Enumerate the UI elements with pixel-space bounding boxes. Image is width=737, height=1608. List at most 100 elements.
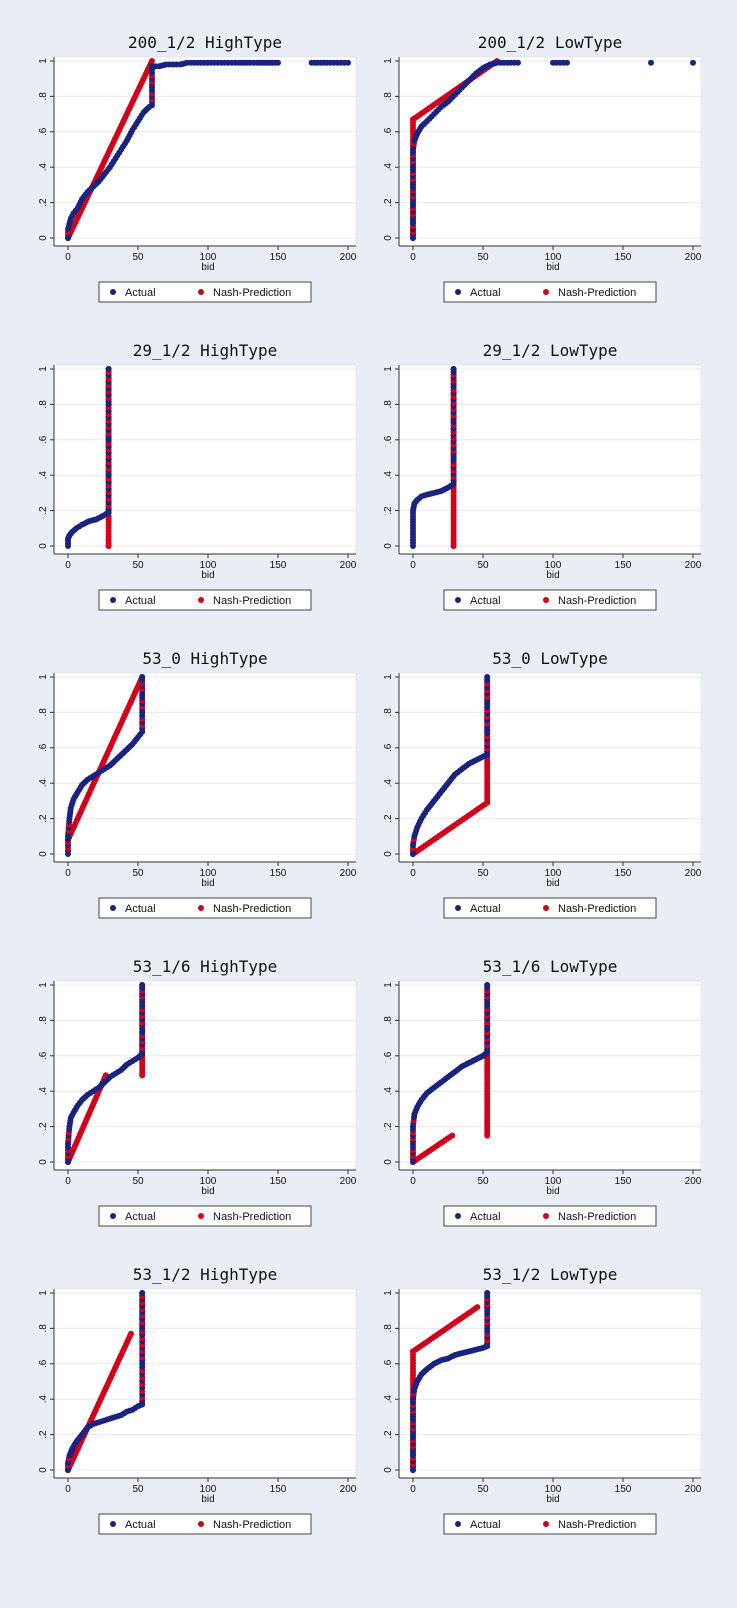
legend-marker <box>110 597 116 603</box>
plot-area <box>398 56 702 247</box>
x-tick-label: 150 <box>270 1176 287 1187</box>
legend-label: Actual <box>125 287 156 299</box>
x-tick-label: 100 <box>200 252 217 263</box>
y-tick-label: .6 <box>38 127 49 136</box>
legend-box <box>443 1205 657 1227</box>
series-point <box>484 1132 491 1139</box>
y-tick-label: .2 <box>383 506 394 515</box>
chart-title: 53_1/2 HighType <box>133 1265 278 1284</box>
x-tick-label: 150 <box>615 868 632 879</box>
x-tick-label: 200 <box>685 868 702 879</box>
y-tick-label: .2 <box>383 198 394 207</box>
series-point <box>345 59 351 66</box>
y-tick-label: 0 <box>38 1467 49 1473</box>
series-point <box>450 543 457 549</box>
x-tick-label: 200 <box>340 1176 357 1187</box>
chart-title: 200_1/2 HighType <box>128 33 282 52</box>
y-tick-label: .6 <box>383 743 394 752</box>
legend-label: Actual <box>125 1211 156 1223</box>
y-tick-label: 1 <box>383 982 394 988</box>
chart-panel: 0 50 100 150 200 0 .2 .4 .6 .8 1 bid 53_0 LowType Act… <box>383 649 702 919</box>
y-tick-label: .8 <box>38 1324 49 1333</box>
legend-marker <box>543 1213 549 1219</box>
x-tick-label: 50 <box>132 560 144 571</box>
series-point <box>139 982 146 988</box>
y-tick-label: .4 <box>383 1087 394 1096</box>
y-tick-label: .6 <box>383 127 394 136</box>
y-tick-label: .6 <box>38 743 49 752</box>
x-tick-label: 100 <box>545 1484 562 1495</box>
y-tick-label: .8 <box>38 400 49 409</box>
legend-marker <box>110 1213 116 1219</box>
legend: Actual Nash-Prediction <box>443 589 657 611</box>
chart-panel: 0 50 100 150 200 0 .2 .4 .6 .8 1 bid 53_1/6 HighType… <box>38 957 357 1227</box>
y-tick-label: .4 <box>383 163 394 172</box>
x-tick-label: 100 <box>200 1484 217 1495</box>
x-axis-title: bid <box>546 1494 559 1505</box>
x-tick-label: 0 <box>410 252 416 263</box>
series-point <box>449 1132 456 1139</box>
chart-title: 200_1/2 LowType <box>478 33 623 52</box>
legend-label: Actual <box>470 1211 501 1223</box>
legend-box <box>98 897 312 919</box>
x-tick-label: 50 <box>477 560 489 571</box>
legend-label: Actual <box>470 287 501 299</box>
legend-marker <box>110 289 116 295</box>
series-point <box>484 674 491 680</box>
plot-area <box>53 56 357 247</box>
chart-title: 53_1/6 LowType <box>483 957 618 976</box>
y-tick-label: .2 <box>383 1122 394 1131</box>
y-tick-label: .6 <box>383 1359 394 1368</box>
y-tick-label: 0 <box>383 1159 394 1165</box>
series-point <box>484 982 491 988</box>
legend-label: Nash-Prediction <box>213 1211 291 1223</box>
y-tick-label: .6 <box>38 1359 49 1368</box>
x-tick-label: 0 <box>65 868 71 879</box>
y-tick-label: 1 <box>38 1290 49 1296</box>
y-tick-label: .8 <box>383 1016 394 1025</box>
y-tick-label: .2 <box>38 814 49 823</box>
legend-marker <box>198 905 204 911</box>
y-tick-label: .8 <box>38 1016 49 1025</box>
x-tick-label: 100 <box>545 868 562 879</box>
legend-box <box>443 897 657 919</box>
legend-label: Nash-Prediction <box>213 595 291 607</box>
legend: Actual Nash-Prediction <box>443 1205 657 1227</box>
y-tick-label: .2 <box>38 506 49 515</box>
legend: Actual Nash-Prediction <box>443 281 657 303</box>
series-point <box>139 1072 146 1079</box>
y-tick-label: .8 <box>38 708 49 717</box>
y-tick-label: .2 <box>383 1430 394 1439</box>
x-axis-title: bid <box>546 570 559 581</box>
legend-box <box>98 281 312 303</box>
x-tick-label: 0 <box>65 1484 71 1495</box>
x-tick-label: 50 <box>477 868 489 879</box>
y-tick-label: .2 <box>38 1430 49 1439</box>
plot-area <box>53 364 357 555</box>
x-axis-title: bid <box>201 878 214 889</box>
series-point <box>410 1348 416 1355</box>
series-point <box>648 59 654 66</box>
y-tick-label: 1 <box>383 58 394 64</box>
y-tick-label: .6 <box>38 435 49 444</box>
y-tick-label: .6 <box>383 1051 394 1060</box>
series-point <box>105 543 112 549</box>
y-tick-label: 0 <box>38 543 49 549</box>
series-point <box>564 59 570 66</box>
series-point <box>474 1304 481 1311</box>
series-point <box>105 366 112 372</box>
legend-marker <box>110 1521 116 1527</box>
legend: Actual Nash-Prediction <box>443 1513 657 1535</box>
legend-box <box>443 281 657 303</box>
legend-label: Nash-Prediction <box>213 287 291 299</box>
y-tick-label: .8 <box>38 92 49 101</box>
legend-box <box>98 1513 312 1535</box>
legend-label: Nash-Prediction <box>558 1211 636 1223</box>
y-tick-label: .4 <box>38 163 49 172</box>
legend-marker <box>543 1521 549 1527</box>
legend-box <box>443 1513 657 1535</box>
y-tick-label: .4 <box>38 1395 49 1404</box>
x-tick-label: 200 <box>340 560 357 571</box>
x-tick-label: 200 <box>340 252 357 263</box>
